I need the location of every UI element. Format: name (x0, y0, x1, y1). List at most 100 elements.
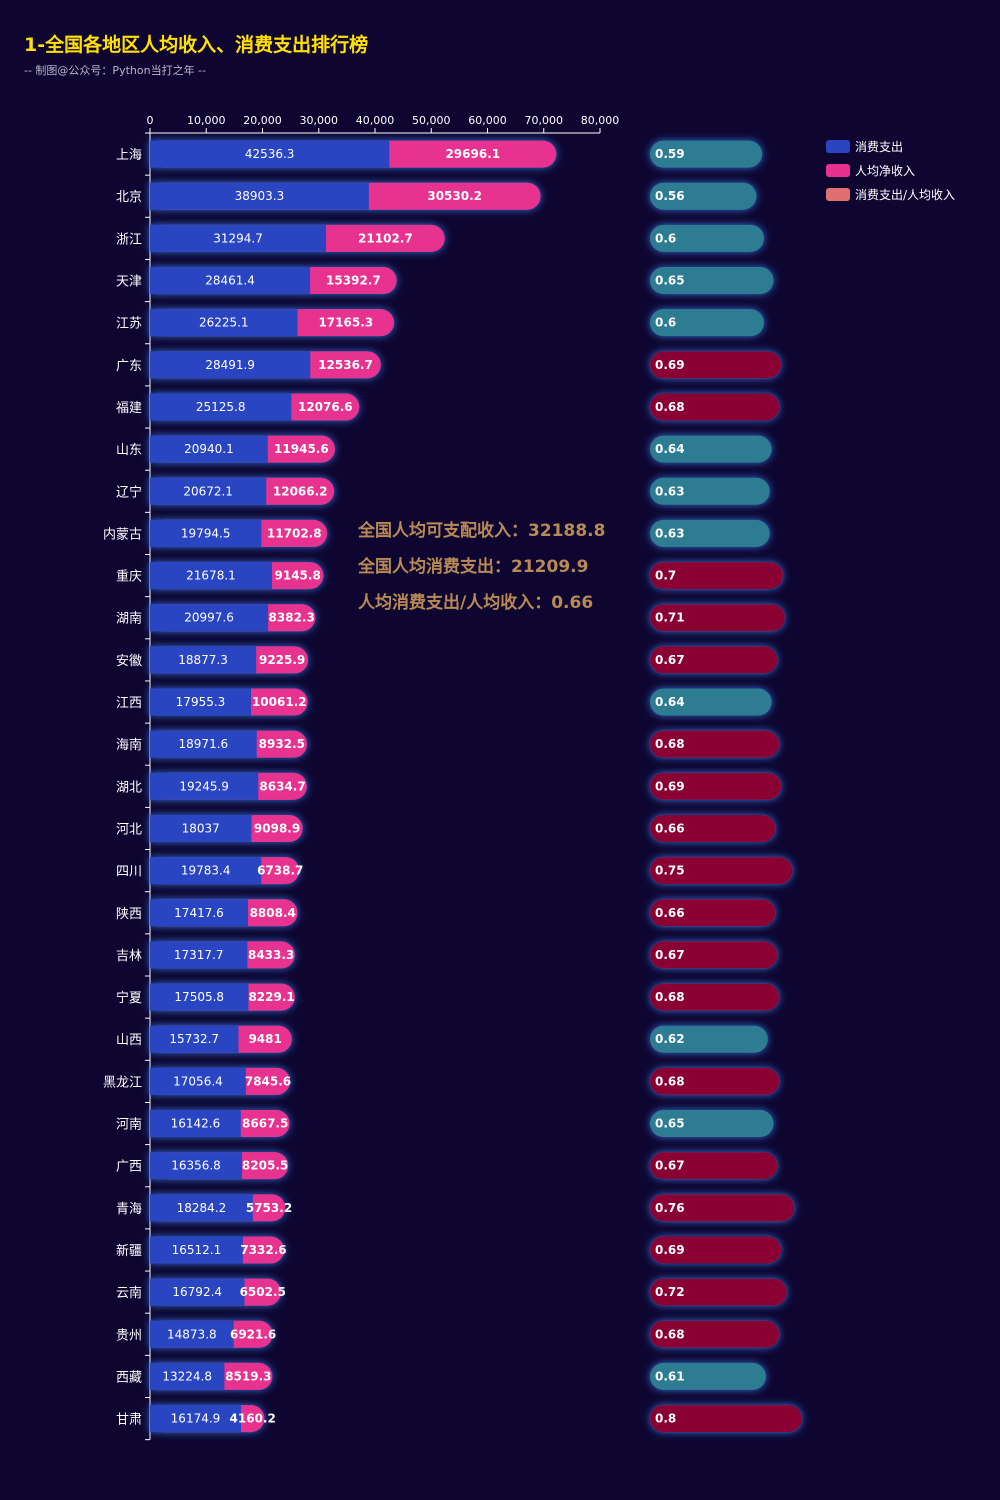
income-value-label: 11702.8 (267, 526, 322, 540)
chart-subtitle: -- 制图@公众号：Python当打之年 -- (24, 64, 206, 77)
ratio-value-label: 0.68 (655, 1074, 685, 1088)
ratio-value-label: 0.56 (655, 189, 685, 203)
spending-bar (150, 1194, 253, 1222)
bar-layer: 42536.3 29696.1 38903.3 30530.2 31294.7 21102… (150, 140, 557, 1433)
income-value-label: 30530.2 (427, 189, 482, 203)
ratio-bar (650, 519, 770, 547)
ratio-value-label: 0.63 (655, 484, 685, 498)
category-label: 辽宁 (116, 484, 142, 500)
ratio-bar (650, 182, 757, 210)
annotations: 全国人均可支配收入：32188.8 全国人均消费支出：21209.9 人均消费支出/… (357, 520, 605, 613)
ratio-bar (650, 1405, 802, 1433)
spending-value-label: 19245.9 (179, 779, 229, 793)
spending-bar (150, 309, 298, 337)
ratio-value-label: 0.6 (655, 231, 676, 245)
x-tick-label: 70,000 (525, 114, 564, 127)
spending-bar (150, 688, 251, 716)
bar-group (150, 1110, 290, 1138)
ratio-bar (650, 267, 774, 295)
ratio-bar (650, 224, 764, 252)
ratio-layer: 0.59 0.56 0.6 0.65 0.6 0.69 0.68 0.64 0.63 0.63 0.… (650, 140, 802, 1433)
income-value-label: 7332.6 (240, 1243, 286, 1257)
spending-value-label: 17317.7 (174, 948, 224, 962)
spending-value-label: 19794.5 (181, 526, 231, 540)
income-value-label: 8932.5 (259, 737, 305, 751)
category-label: 西藏 (116, 1370, 142, 1385)
ratio-value-label: 0.7 (655, 569, 676, 583)
bar-group (150, 983, 295, 1011)
ratio-value-label: 0.66 (655, 906, 685, 920)
income-value-label: 4160.2 (230, 1412, 276, 1426)
ratio-value-label: 0.64 (655, 695, 685, 709)
income-value-label: 12076.6 (298, 400, 353, 414)
bar-group (150, 351, 381, 379)
bar-group (150, 140, 557, 168)
ratio-value-label: 0.6 (655, 316, 676, 330)
bar-group (150, 267, 397, 295)
ratio-bar (650, 140, 763, 168)
spending-bar (150, 1067, 246, 1095)
bar-group (150, 1194, 286, 1222)
ratio-value-label: 0.66 (655, 821, 685, 835)
legend-label: 人均净收入 (855, 164, 915, 178)
ratio-value-label: 0.69 (655, 1243, 685, 1257)
ratio-bar (650, 562, 783, 590)
bar-group (150, 1320, 273, 1348)
category-label: 浙江 (116, 232, 142, 247)
ratio-value-label: 0.65 (655, 1117, 685, 1131)
bar-group (150, 1405, 265, 1433)
spending-bar (150, 1236, 243, 1264)
bar-group (150, 814, 303, 842)
spending-bar (150, 730, 257, 758)
bar-group (150, 604, 316, 632)
spending-value-label: 26225.1 (199, 316, 249, 330)
x-tick-label: 60,000 (468, 114, 507, 127)
bar-group (150, 899, 298, 927)
category-label: 湖北 (116, 780, 142, 795)
category-label: 黑龙江 (103, 1075, 142, 1090)
spending-value-label: 25125.8 (196, 400, 246, 414)
spending-bar (150, 519, 262, 547)
spending-value-label: 16512.1 (172, 1243, 222, 1257)
category-label: 广东 (116, 359, 142, 374)
bar-group (150, 1152, 289, 1180)
category-label: 江西 (116, 696, 142, 711)
ratio-value-label: 0.75 (655, 864, 685, 878)
bar-group (150, 646, 309, 674)
spending-value-label: 15732.7 (169, 1032, 219, 1046)
legend-swatch (826, 164, 850, 177)
bar-group (150, 224, 445, 252)
income-value-label: 9098.9 (254, 821, 300, 835)
ratio-value-label: 0.8 (655, 1412, 676, 1426)
income-value-label: 8229.1 (248, 990, 294, 1004)
category-label: 北京 (116, 190, 142, 205)
ratio-bar (650, 1025, 768, 1053)
category-label: 广西 (116, 1160, 142, 1175)
spending-value-label: 13224.8 (162, 1369, 212, 1383)
income-value-label: 8205.5 (242, 1159, 288, 1173)
ratio-value-label: 0.68 (655, 990, 685, 1004)
x-tick-label: 0 (147, 114, 154, 127)
category-label: 青海 (116, 1202, 142, 1217)
category-label: 新疆 (116, 1243, 142, 1259)
ratio-bar (650, 730, 780, 758)
ratio-value-label: 0.67 (655, 1159, 685, 1173)
ratio-bar (650, 983, 780, 1011)
spending-value-label: 20672.1 (183, 484, 233, 498)
summary-annotation: 全国人均消费支出：21209.9 (357, 556, 588, 577)
income-value-label: 7845.6 (245, 1074, 291, 1088)
category-label: 安徽 (116, 654, 142, 669)
ratio-bar (650, 1278, 787, 1306)
spending-bar (150, 604, 269, 632)
ratio-bar (650, 435, 772, 463)
income-value-label: 29696.1 (445, 147, 500, 161)
spending-bar (150, 1110, 241, 1138)
income-value-label: 17165.3 (318, 316, 373, 330)
spending-bar (150, 435, 268, 463)
category-label: 河南 (116, 1117, 142, 1133)
legend-label: 消费支出 (855, 140, 903, 154)
income-value-label: 8634.7 (259, 779, 305, 793)
spending-value-label: 17505.8 (174, 990, 224, 1004)
bar-group (150, 1362, 273, 1390)
spending-value-label: 16174.9 (171, 1412, 221, 1426)
